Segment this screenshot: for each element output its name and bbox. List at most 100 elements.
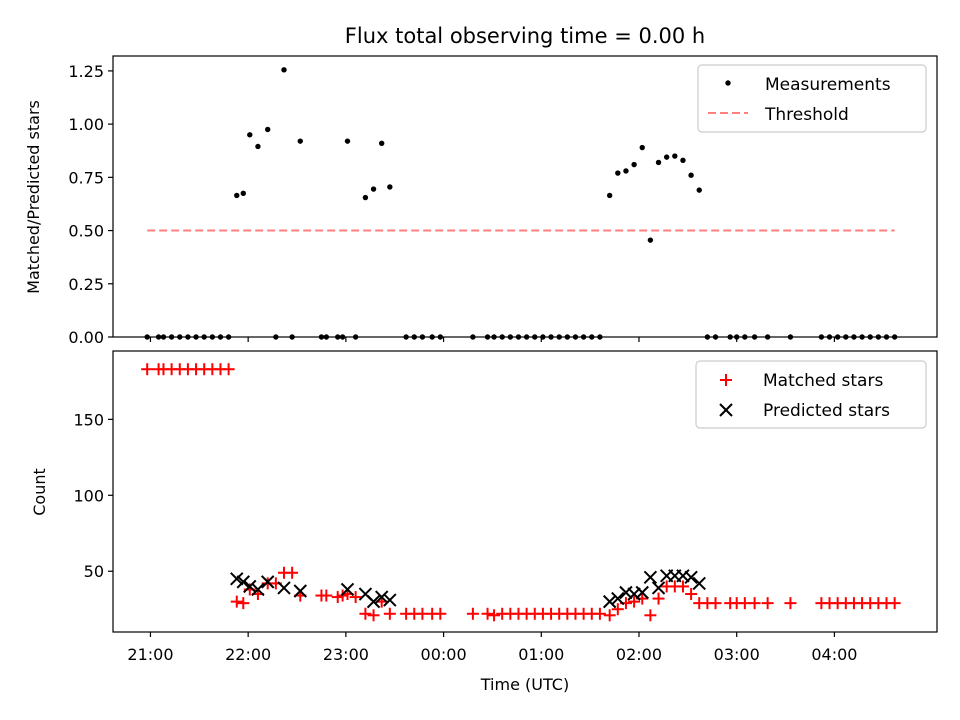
measurement-point [696,187,702,193]
top-plot-area [144,67,898,340]
bottom-x-tick-label: 21:00 [127,645,173,664]
matched-star-point [488,609,501,622]
measurement-point [265,126,271,133]
matched-star-point [141,363,154,376]
measurement-point [297,138,303,144]
matched-star-point [603,609,616,622]
measurement-point [655,159,662,166]
bottom-x-tick-label: 02:00 [616,645,662,664]
predicted-star-point [277,581,291,595]
matched-star-point [230,595,243,608]
measurement-point [606,192,613,199]
top-x-ticks [149,337,836,342]
measurement-point [370,186,377,192]
bottom-legend: Matched stars Predicted stars [695,360,927,429]
bottom-y-ticks: 50 100 150 [73,410,113,581]
measurement-point [378,140,385,146]
matched-star-point [286,566,299,579]
measurement-point [387,184,393,190]
predicted-star-point [692,576,706,591]
predicted-star-point [251,582,265,597]
bottom-y-tick-label: 50 [84,562,104,581]
predicted-star-point [602,594,617,609]
measurement-point [631,161,637,168]
top-y-ticks: 0.00 0.25 0.50 0.75 1.00 1.25 [68,62,113,347]
matched-star-point [359,607,372,620]
predicted-star-point [643,570,658,585]
matched-star-point [466,607,479,620]
matched-star-point [222,363,235,376]
matched-star-point [434,607,447,620]
matched-star-point [237,597,250,610]
matched-star-point [320,589,333,602]
bottom-axes-frame [112,350,938,633]
bottom-x-tick-label: 04:00 [811,645,857,664]
legend-matched-label: Matched stars [763,371,883,391]
predicted-star-point [383,593,397,607]
bottom-x-tick-label: 22:00 [225,645,271,664]
matched-star-point [748,597,761,610]
matched-star-point [349,591,362,604]
predicted-star-point [366,594,381,609]
predicted-star-point [340,582,355,597]
top-y-tick-label: 0.75 [68,168,104,187]
legend-predicted-label: Predicted stars [763,401,890,421]
bottom-y-tick-label: 150 [73,410,104,429]
bottom-x-tick-label: 01:00 [518,645,564,664]
matched-star-point [481,607,494,620]
top-y-tick-label: 0.25 [68,275,104,294]
bottom-x-tick-label: 03:00 [714,645,760,664]
matched-star-point [593,607,606,620]
measurement-point [672,153,678,159]
bottom-plot-area [141,363,901,622]
top-y-tick-label: 0.50 [68,222,104,241]
predicted-star-point [230,572,244,586]
bottom-x-ticks: 21:00 22:00 23:00 00:00 01:00 02:00 03:00 04:00 [127,632,857,664]
bottom-y-axis-label: Count [30,468,49,516]
legend-measurements-label: Measurements [765,75,891,95]
measurement-point [234,192,240,199]
top-axes-frame [112,55,938,338]
legend-predicted-marker [719,403,733,417]
predicted-star-point [684,570,698,585]
x-axis-label: Time (UTC) [480,675,569,694]
top-legend-box [697,64,927,133]
measurement-point [639,144,645,151]
predicted-star-point [260,575,275,589]
top-y-tick-label: 1.25 [68,62,104,81]
legend-threshold-label: Threshold [764,105,849,125]
matched-star-point [383,607,396,620]
measurement-point [623,168,629,174]
top-panel: 0.00 0.25 0.50 0.75 1.00 1.25 Matched/Predict… [24,55,938,347]
matched-star-point [652,592,665,605]
matched-star-point [644,609,657,622]
predicted-star-point [651,581,666,595]
matched-star-point [784,597,797,610]
bottom-panel: 50 100 150 21:00 22:00 23:00 00:00 01:00 02:00 0… [30,350,938,694]
matched-star-point [611,603,624,616]
predicted-star-point [243,579,257,594]
predicted-star-point [374,590,389,604]
matched-star-point [888,597,901,610]
measurement-point [240,190,246,197]
top-y-axis-label: Matched/Predicted stars [24,100,43,294]
predicted-star-point [611,591,625,606]
predicted-star-point [635,585,649,600]
measurement-point [344,138,351,144]
measurement-point [615,170,621,176]
bottom-x-tick-label: 00:00 [421,645,467,664]
chart-title: Flux total observing time = 0.00 h [345,24,705,48]
measurement-point [247,132,253,138]
matched-star-point [628,595,641,608]
measurement-point [680,157,686,164]
top-legend: Measurements Threshold [697,64,927,133]
legend-measurements-marker [725,80,731,86]
bottom-y-tick-label: 100 [73,486,104,505]
matched-star-point [709,597,722,610]
matched-star-point [761,597,774,610]
bottom-x-tick-label: 23:00 [323,645,369,664]
measurement-point [362,194,369,201]
top-y-tick-label: 1.00 [68,115,104,134]
measurement-point [663,154,670,160]
